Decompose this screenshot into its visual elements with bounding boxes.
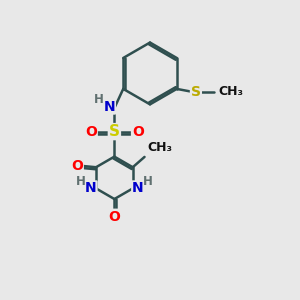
Text: CH₃: CH₃ (218, 85, 243, 98)
Text: O: O (109, 210, 120, 224)
Text: S: S (109, 124, 120, 139)
Text: O: O (132, 124, 144, 139)
Text: N: N (132, 182, 144, 195)
Text: S: S (191, 85, 201, 99)
Text: O: O (85, 124, 97, 139)
Text: O: O (71, 159, 83, 173)
Text: N: N (85, 182, 97, 195)
Text: N: N (103, 100, 115, 114)
Text: H: H (142, 176, 152, 188)
Text: CH₃: CH₃ (148, 141, 172, 154)
Text: H: H (94, 93, 104, 106)
Text: H: H (76, 176, 86, 188)
